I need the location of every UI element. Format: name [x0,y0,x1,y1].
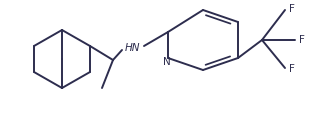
Text: F: F [299,35,305,45]
Text: N: N [163,57,170,67]
Text: F: F [289,4,295,14]
Text: F: F [289,64,295,74]
Text: HN: HN [124,43,140,53]
